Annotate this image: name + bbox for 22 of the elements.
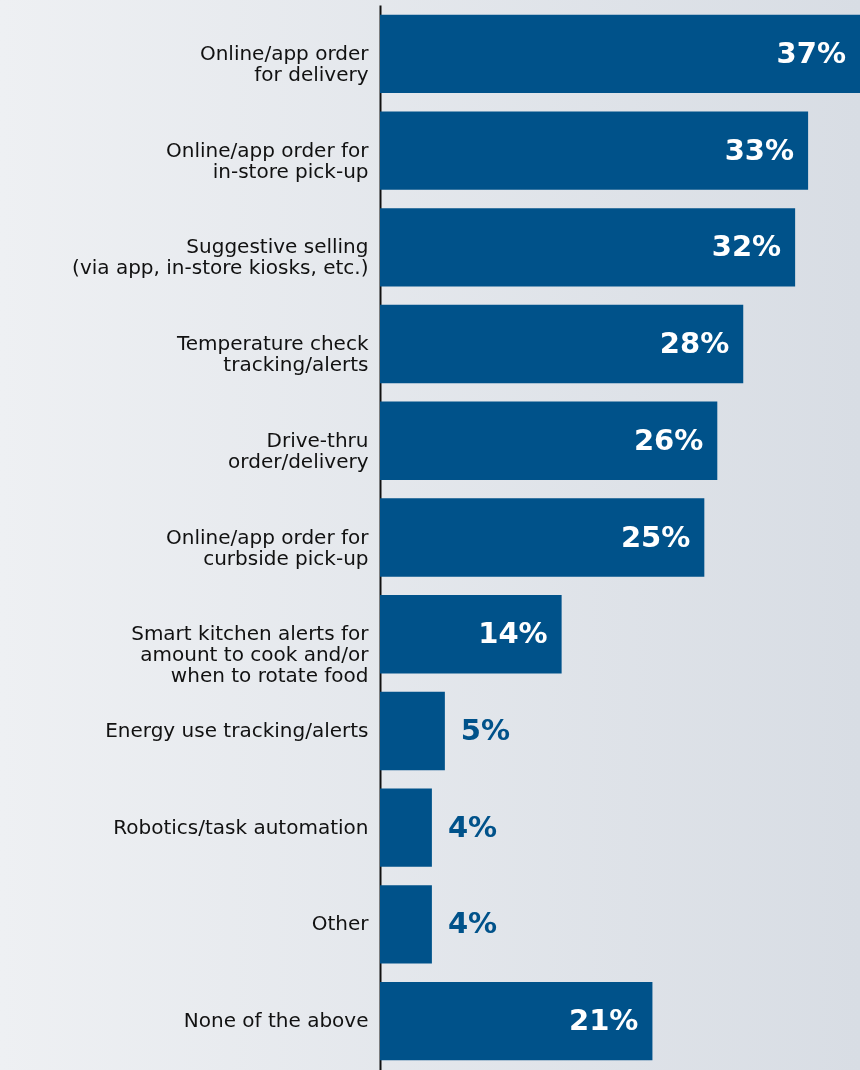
y-tick-label: Robotics/task automation	[113, 814, 369, 839]
y-tick-label: Other	[311, 911, 370, 936]
data-label: 4%	[447, 809, 498, 844]
y-tick-label: Drive-thru order/delivery	[228, 427, 369, 473]
data-label: 33%	[724, 132, 795, 167]
y-tick-label: Smart kitchen alerts for amount to cook and/or when to rotate food	[131, 621, 370, 688]
data-label: 26%	[633, 422, 704, 457]
data-label: 25%	[620, 519, 691, 554]
data-label: 28%	[659, 326, 730, 361]
data-label: 5%	[460, 712, 511, 747]
y-tick-label: Temperature check tracking/alerts	[175, 331, 369, 377]
y-tick-label: None of the above	[183, 1008, 369, 1033]
data-label: 4%	[447, 906, 498, 941]
data-label: 21%	[569, 1003, 639, 1038]
data-label: 32%	[711, 229, 782, 264]
data-label: 37%	[776, 35, 846, 70]
y-tick-label: Suggestive selling (via app, in-store kiosks, etc.)	[72, 234, 369, 280]
y-tick-label: Energy use tracking/alerts	[105, 717, 369, 742]
data-label: 14%	[478, 616, 548, 651]
y-tick-label: Online/app order for in-store pick-up	[166, 137, 370, 183]
y-tick-label: Online/app order for delivery	[199, 40, 370, 86]
y-tick-label: Online/app order for curbside pick-up	[166, 524, 370, 570]
